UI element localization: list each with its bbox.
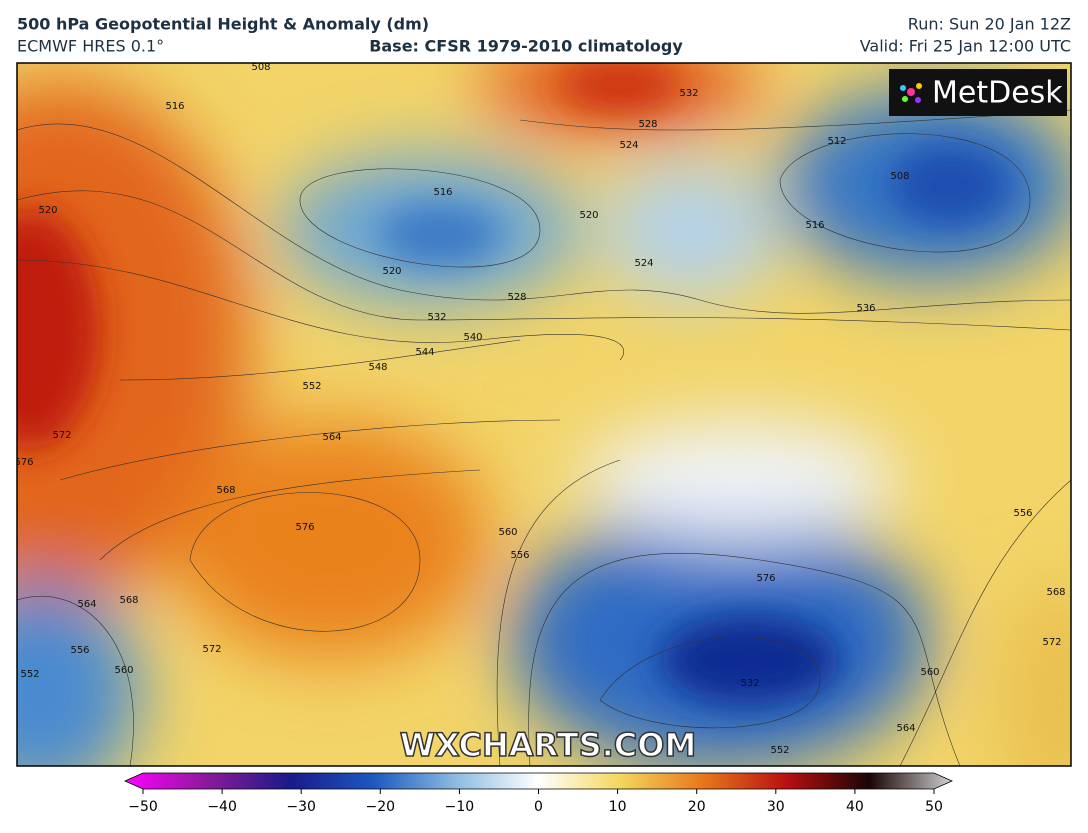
logo: MetDesk xyxy=(932,76,1063,111)
title: 500 hPa Geopotential Height & Anomaly (d… xyxy=(17,15,429,34)
colorbar-label: 20 xyxy=(688,799,706,815)
contour-label: 548 xyxy=(368,362,387,373)
contour-label: 520 xyxy=(579,210,598,221)
contour-label: 524 xyxy=(619,140,638,151)
contour-label: 568 xyxy=(1046,587,1065,598)
contour-label: 516 xyxy=(805,220,824,231)
colorbar-label: −10 xyxy=(445,799,475,815)
colorbar-label: −20 xyxy=(366,799,396,815)
model: ECMWF HRES 0.1° xyxy=(17,37,164,56)
contour-label: 576 xyxy=(14,457,33,468)
colorbar-label: −50 xyxy=(128,799,158,815)
contour-label: 532 xyxy=(427,312,446,323)
contour-label: 528 xyxy=(638,119,657,130)
contour-label: 520 xyxy=(38,205,57,216)
contour-label: 556 xyxy=(70,645,89,656)
contour-label: 524 xyxy=(634,258,653,269)
logo-box xyxy=(889,69,1067,116)
contour-label: 568 xyxy=(119,595,138,606)
contour-label: 564 xyxy=(77,599,96,610)
colorbar-label: 50 xyxy=(925,799,943,815)
contour-label: 572 xyxy=(52,430,71,441)
contour-label: 560 xyxy=(920,667,939,678)
contour-label: 564 xyxy=(896,723,915,734)
contour-label: 572 xyxy=(202,644,221,655)
contour-label: 532 xyxy=(740,678,759,689)
contour-label: 568 xyxy=(216,485,235,496)
contour-label: 516 xyxy=(165,101,184,112)
contour-label: 576 xyxy=(756,573,775,584)
colorbar-label: 10 xyxy=(609,799,627,815)
contour-label: 572 xyxy=(1042,637,1061,648)
watermark: WXCHARTS.COM xyxy=(400,726,697,764)
anomaly-field xyxy=(17,63,1071,766)
map: 516 508 520 516 520 528 532 540 544 548 552 564 568 5… xyxy=(14,62,1071,766)
valid: Valid: Fri 25 Jan 12:00 UTC xyxy=(860,37,1071,56)
contour-label: 556 xyxy=(1013,508,1032,519)
contour-label: 560 xyxy=(498,527,517,538)
contour-label: 556 xyxy=(510,550,529,561)
colorbar: −50 −40 −30 −20 −10 0 10 20 30 40 50 xyxy=(124,772,953,815)
contour-label: 544 xyxy=(415,347,434,358)
contour-label: 520 xyxy=(382,266,401,277)
map-frame xyxy=(16,62,1072,767)
colorbar-label: 40 xyxy=(846,799,864,815)
colorbar-bar xyxy=(124,772,953,790)
colorbar-label: 30 xyxy=(767,799,785,815)
contour-label: 516 xyxy=(433,187,452,198)
contour-label: 576 xyxy=(295,522,314,533)
contour-label: 564 xyxy=(322,432,341,443)
contour-label: 532 xyxy=(679,88,698,99)
base: Base: CFSR 1979-2010 climatology xyxy=(369,37,683,56)
contour-label: 512 xyxy=(827,136,846,147)
contour-label: 552 xyxy=(20,669,39,680)
anomaly-core xyxy=(17,63,1010,705)
colorbar-label: −40 xyxy=(207,799,237,815)
contour-label: 552 xyxy=(302,381,321,392)
contour-label: 536 xyxy=(856,303,875,314)
contour-label: 528 xyxy=(507,292,526,303)
contour-label: 560 xyxy=(114,665,133,676)
run: Run: Sun 20 Jan 12Z xyxy=(908,15,1071,34)
colorbar-label: −30 xyxy=(286,799,316,815)
contours xyxy=(17,109,1071,766)
logo-mark xyxy=(900,83,922,103)
contour-label: 540 xyxy=(463,332,482,343)
contour-label: 508 xyxy=(251,62,270,73)
contour-label: 552 xyxy=(770,745,789,756)
contour-labels: 516 508 520 516 520 528 532 540 544 548 552 564 568 5… xyxy=(14,62,1066,756)
colorbar-label: 0 xyxy=(534,799,543,815)
contour-label: 508 xyxy=(890,171,909,182)
